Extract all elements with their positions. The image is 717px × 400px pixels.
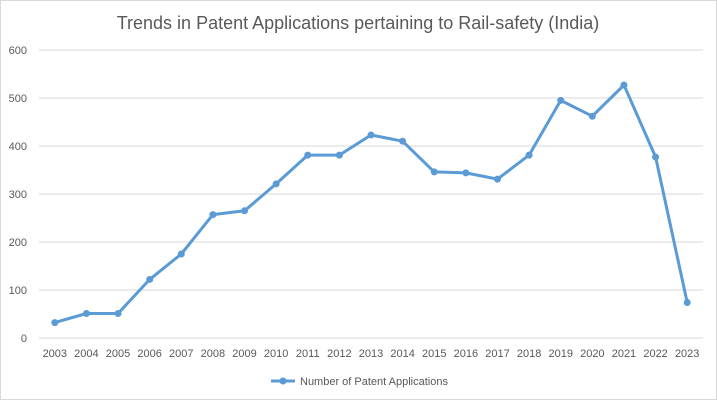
data-point-2011	[304, 151, 312, 159]
x-tick-label: 2021	[612, 348, 636, 360]
x-tick-label: 2019	[548, 348, 572, 360]
x-tick-label: 2010	[264, 348, 288, 360]
y-tick-label: 200	[9, 237, 27, 249]
data-point-2012	[335, 151, 343, 159]
data-point-2015	[430, 168, 438, 176]
data-point-2017	[493, 175, 501, 183]
x-tick-label: 2009	[232, 348, 256, 360]
data-point-2023	[683, 298, 691, 306]
data-point-2020	[588, 112, 596, 120]
data-point-2014	[399, 137, 407, 145]
x-tick-label: 2022	[643, 348, 667, 360]
x-tick-label: 2005	[106, 348, 130, 360]
x-tick-label: 2018	[517, 348, 541, 360]
x-tick-label: 2014	[390, 348, 414, 360]
data-point-2007	[177, 250, 185, 258]
legend: Number of Patent Applications	[271, 376, 448, 388]
y-axis-ticks: 0 100 200 300 400 500 600	[9, 45, 27, 345]
data-point-2004	[82, 310, 90, 318]
data-point-2006	[146, 275, 154, 283]
y-tick-label: 600	[9, 45, 27, 57]
chart-title: Trends in Patent Applications pertaining…	[117, 13, 600, 33]
y-tick-label: 0	[21, 333, 27, 345]
x-tick-label: 2016	[454, 348, 478, 360]
data-point-2005	[114, 310, 122, 318]
x-tick-label: 2012	[327, 348, 351, 360]
legend-point-marker	[279, 377, 287, 385]
data-point-2008	[209, 211, 217, 219]
series-layer	[51, 81, 691, 327]
data-point-2010	[272, 180, 280, 188]
x-tick-label: 2003	[43, 348, 67, 360]
x-tick-label: 2013	[359, 348, 383, 360]
y-tick-label: 400	[9, 141, 27, 153]
data-point-2021	[620, 81, 628, 89]
x-tick-label: 2006	[137, 348, 161, 360]
data-point-2003	[51, 319, 59, 327]
x-tick-label: 2015	[422, 348, 446, 360]
data-point-2013	[367, 131, 375, 139]
x-axis-ticks: 2003 2004 2005 2006 2007 2008 2009 2010 2011 2012…	[43, 348, 700, 360]
data-point-2022	[652, 153, 660, 161]
x-tick-label: 2017	[485, 348, 509, 360]
x-tick-label: 2011	[296, 348, 320, 360]
series-line	[53, 83, 689, 325]
y-tick-label: 500	[9, 93, 27, 105]
x-tick-label: 2008	[201, 348, 225, 360]
data-point-2018	[525, 151, 533, 159]
y-tick-label: 300	[9, 189, 27, 201]
x-tick-label: 2007	[169, 348, 193, 360]
data-point-2019	[557, 96, 565, 104]
x-tick-label: 2023	[675, 348, 699, 360]
y-tick-label: 100	[9, 285, 27, 297]
data-point-2016	[462, 169, 470, 177]
x-tick-label: 2004	[74, 348, 98, 360]
x-tick-label: 2020	[580, 348, 604, 360]
legend-label: Number of Patent Applications	[300, 376, 448, 388]
gridlines	[39, 49, 703, 339]
data-point-2009	[241, 207, 249, 215]
